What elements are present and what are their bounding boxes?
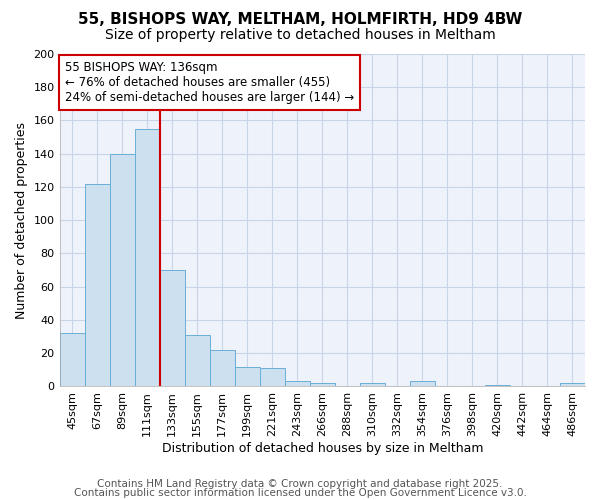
Bar (85, 184, 110, 386)
Text: Size of property relative to detached houses in Meltham: Size of property relative to detached ho… (104, 28, 496, 42)
Bar (310, 383, 335, 386)
Bar (185, 335, 209, 386)
Bar (285, 382, 310, 386)
Text: Contains HM Land Registry data © Crown copyright and database right 2025.: Contains HM Land Registry data © Crown c… (97, 479, 503, 489)
X-axis label: Distribution of detached houses by size in Meltham: Distribution of detached houses by size … (161, 442, 483, 455)
Text: 55, BISHOPS WAY, MELTHAM, HOLMFIRTH, HD9 4BW: 55, BISHOPS WAY, MELTHAM, HOLMFIRTH, HD9… (78, 12, 522, 28)
Text: 55 BISHOPS WAY: 136sqm
← 76% of detached houses are smaller (455)
24% of semi-de: 55 BISHOPS WAY: 136sqm ← 76% of detached… (65, 60, 354, 104)
Bar (410, 382, 435, 386)
Bar (260, 368, 285, 386)
Y-axis label: Number of detached properties: Number of detached properties (15, 122, 28, 318)
Bar (360, 383, 385, 386)
Text: Contains public sector information licensed under the Open Government Licence v3: Contains public sector information licen… (74, 488, 526, 498)
Bar (134, 129, 160, 386)
Bar (59, 334, 85, 386)
Bar (160, 270, 185, 386)
Bar (209, 350, 235, 387)
Bar (110, 154, 134, 386)
Title: 55, BISHOPS WAY, MELTHAM, HOLMFIRTH, HD9 4BW
Size of property relative to detach: 55, BISHOPS WAY, MELTHAM, HOLMFIRTH, HD9… (0, 499, 1, 500)
Bar (485, 385, 510, 386)
Bar (235, 366, 260, 386)
Bar (560, 383, 585, 386)
